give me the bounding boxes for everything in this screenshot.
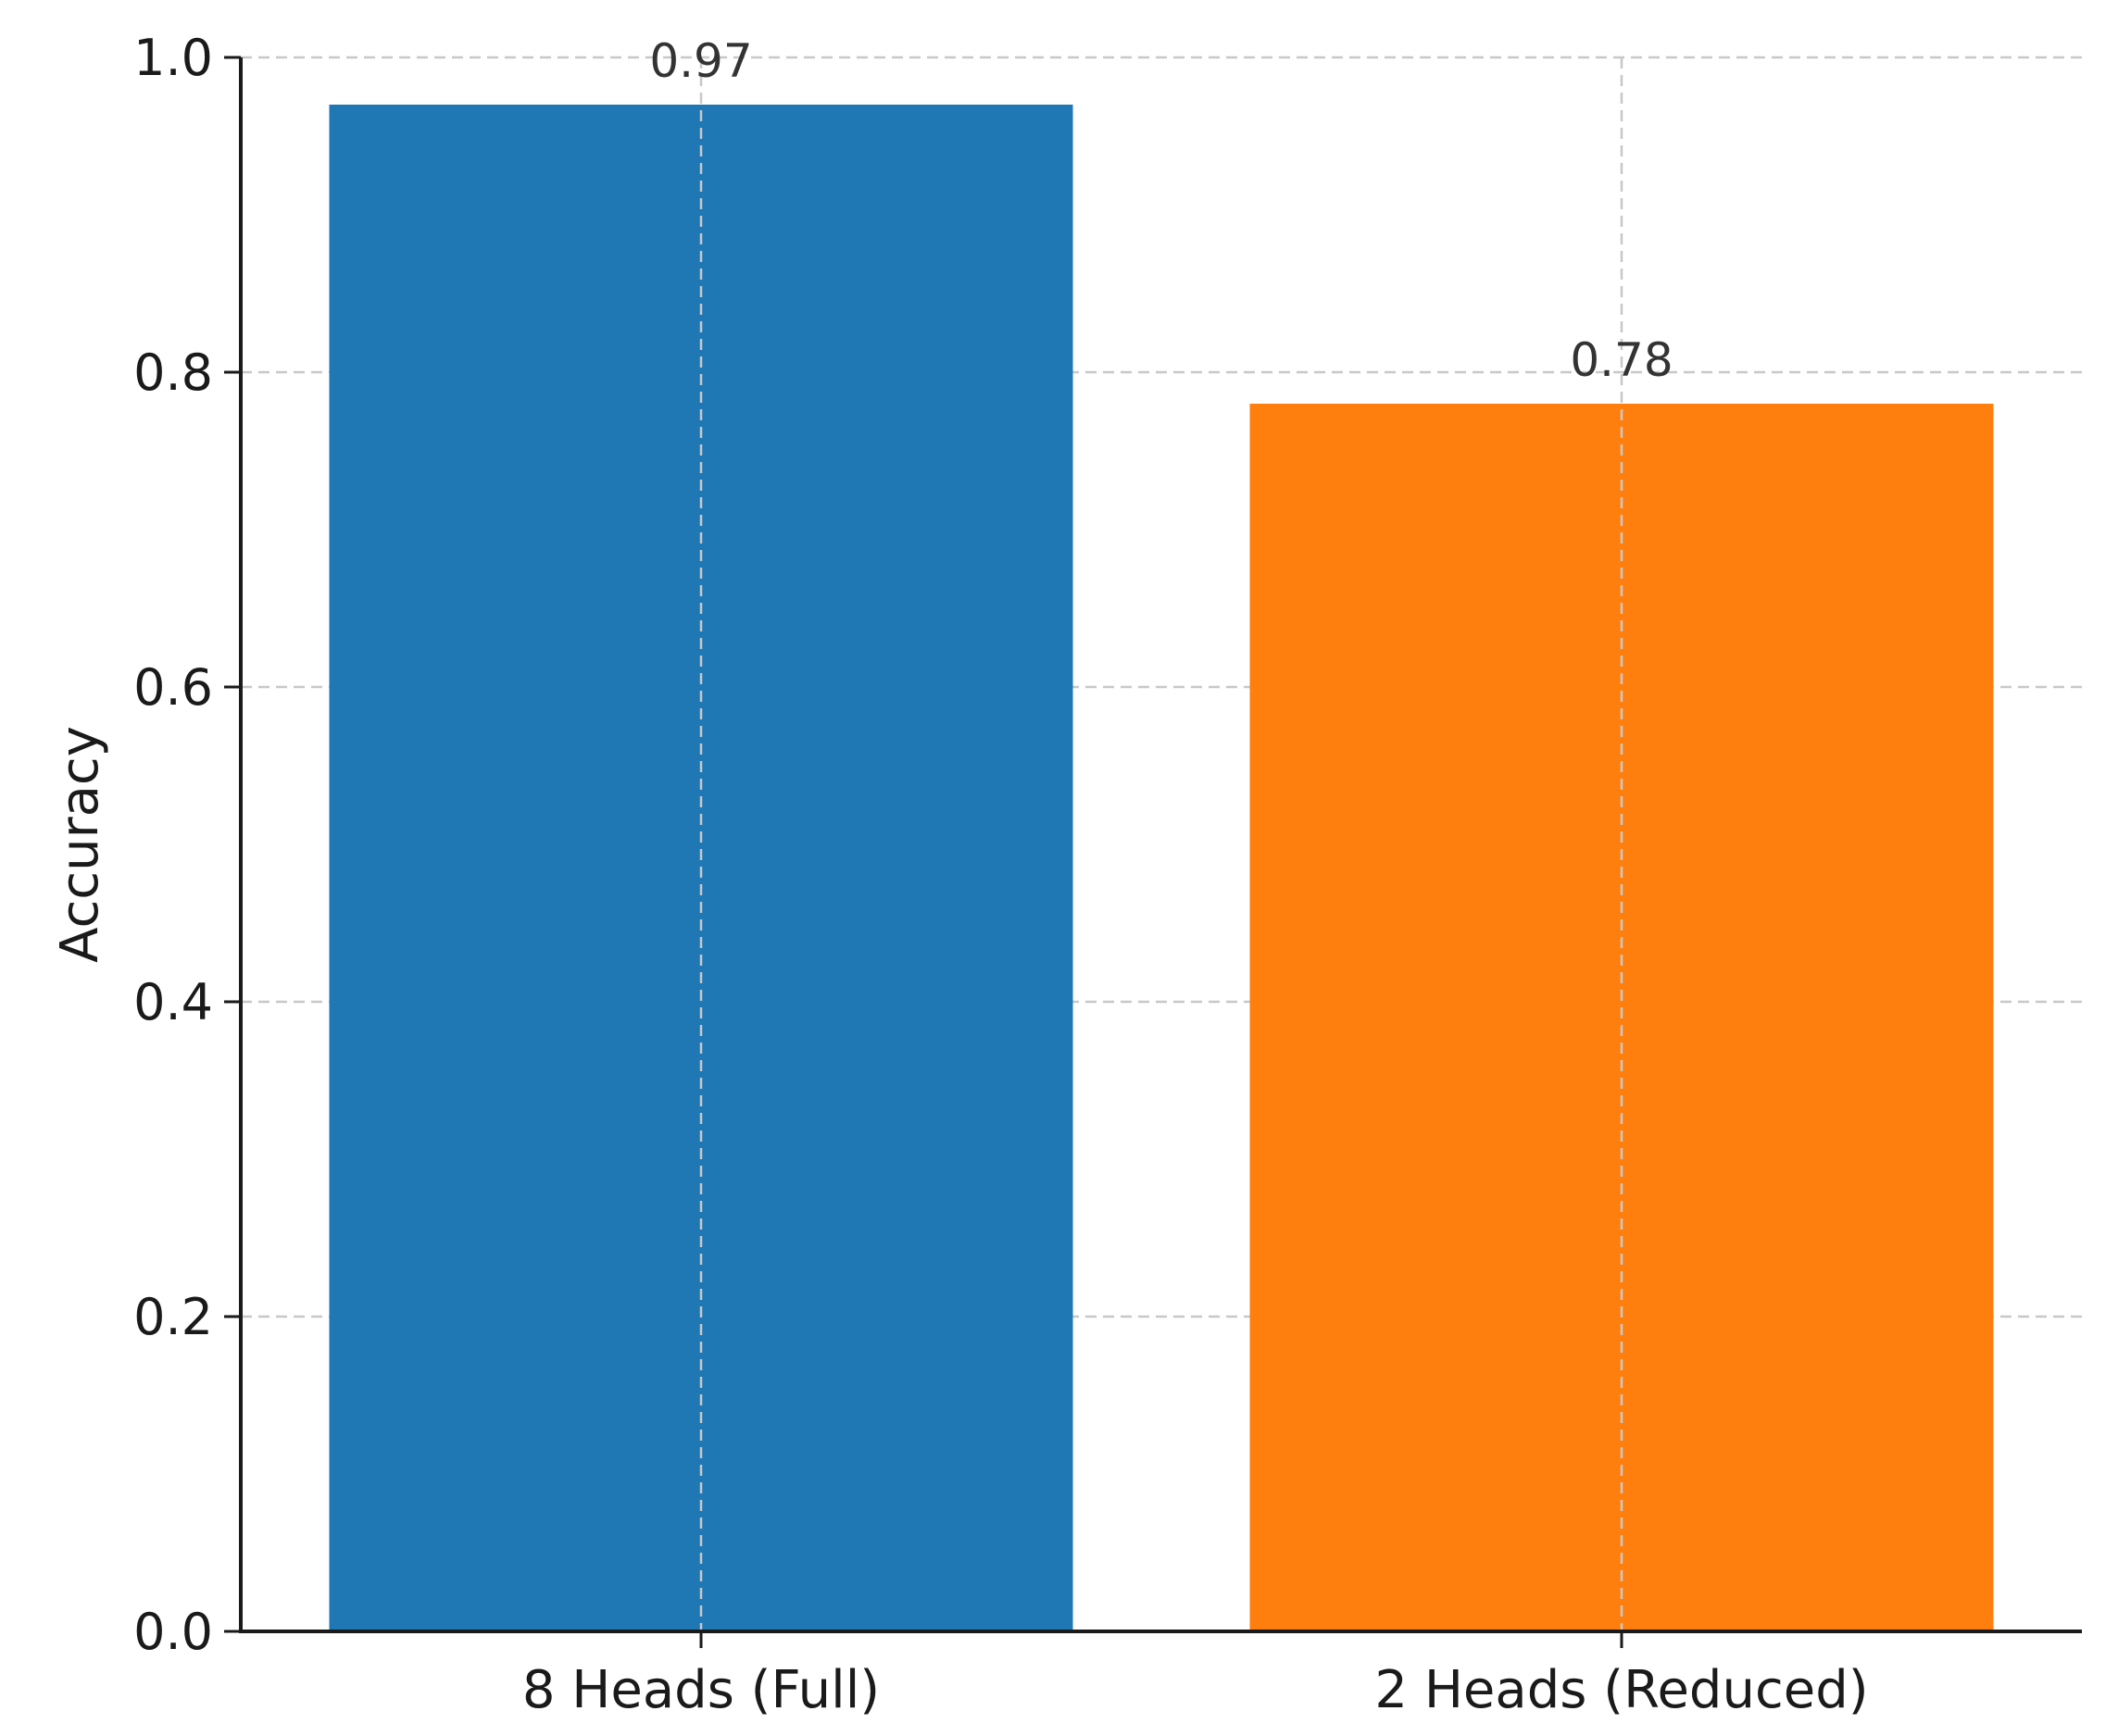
bars-layer [329,57,1994,1631]
y-tick-label: 0.8 [133,343,213,402]
y-tick-label: 0.4 [133,973,213,1031]
y-tick-label: 0.2 [133,1288,213,1346]
bar-value-label: 0.97 [649,34,752,88]
x-tick-label: 8 Heads (Full) [522,1660,880,1720]
y-tick-label: 1.0 [133,29,213,87]
y-tick-label: 0.0 [133,1603,213,1661]
y-axis-title: Accuracy [50,726,110,963]
bar-value-label: 0.78 [1570,333,1673,387]
labels-layer: 0.0 0.2 0.4 0.6 0.8 1.0 8 Heads (Full) 2 Heads … [133,29,1868,1720]
x-tick-label: 2 Heads (Reduced) [1374,1660,1868,1720]
y-tick-label: 0.6 [133,658,213,717]
axes-layer [224,56,2082,1648]
